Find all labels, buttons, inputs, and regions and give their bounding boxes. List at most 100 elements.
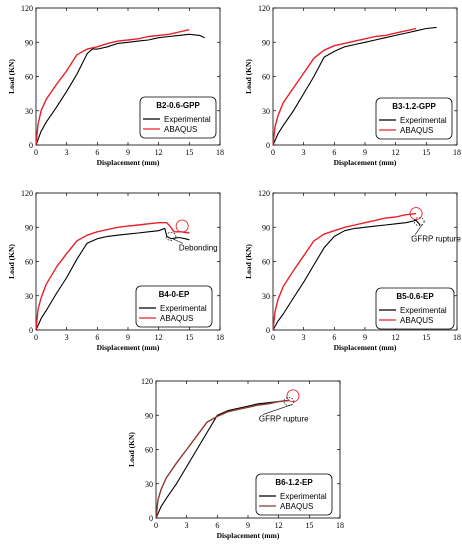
series-line-abaqus (35, 29, 190, 146)
x-tick-label: 6 (332, 148, 336, 157)
x-tick-label: 0 (271, 333, 275, 342)
x-tick-label: 18 (453, 148, 461, 157)
legend-entry: Experimental (400, 116, 447, 125)
x-tick-label: 0 (271, 148, 275, 157)
y-tick-label: 30 (262, 292, 270, 301)
x-tick-label: 9 (126, 333, 130, 342)
annotation-label: Debonding (179, 243, 218, 252)
x-tick-label: 3 (185, 521, 189, 530)
y-tick-label: 90 (145, 411, 153, 420)
x-tick-label: 0 (154, 521, 158, 530)
y-tick-label: 30 (262, 107, 270, 116)
chart-panel-5: 0 3 6 9 12 15 18 0 30 60 90 120 Displacement (mm) Loa… (127, 377, 344, 540)
x-tick-label: 3 (302, 333, 306, 342)
series-line-abaqus (272, 27, 417, 146)
legend-entry: ABAQUS (160, 314, 193, 323)
x-axis-label: Displacement (mm) (97, 158, 160, 167)
series-line-abaqus (155, 399, 289, 519)
y-tick-label: 60 (262, 73, 270, 82)
legend-entry: Experimental (400, 306, 447, 315)
x-tick-label: 18 (453, 333, 461, 342)
failure-zone-marker (413, 217, 425, 226)
chart-panel-2: 0 3 6 9 12 15 18 0 30 60 90 120 Displacement (mm) Loa… (244, 4, 461, 167)
x-axis-label: Displacement (mm) (97, 343, 160, 352)
x-tick-label: 15 (185, 333, 193, 342)
x-tick-label: 9 (246, 521, 250, 530)
x-tick-label: 6 (215, 521, 219, 530)
x-tick-label: 6 (95, 148, 99, 157)
y-tick-label: 60 (25, 258, 33, 267)
legend-entry: Experimental (164, 115, 211, 124)
legend-entry: Experimental (280, 492, 327, 501)
y-tick-label: 90 (262, 223, 270, 232)
y-axis-label: Load (KN) (127, 432, 136, 467)
series-line-experimental (272, 26, 437, 146)
y-tick-label: 120 (258, 4, 270, 13)
y-tick-label: 90 (25, 223, 33, 232)
legend-box (375, 287, 455, 330)
y-tick-label: 0 (266, 141, 270, 150)
series-line-abaqus (272, 212, 417, 331)
x-tick-label: 3 (65, 333, 69, 342)
y-tick-label: 0 (29, 141, 33, 150)
legend-title: B6-1.2-EP (275, 478, 313, 487)
series-line-experimental (35, 33, 205, 146)
failure-circle-marker (286, 389, 300, 403)
y-tick-label: 30 (25, 107, 33, 116)
x-tick-label: 12 (155, 333, 163, 342)
x-tick-label: 12 (392, 333, 400, 342)
x-axis-label: Displacement (mm) (217, 531, 280, 540)
failure-zone-marker (165, 232, 177, 241)
y-tick-label: 60 (25, 73, 33, 82)
legend-box (139, 96, 217, 139)
failure-circle-marker (175, 219, 189, 233)
y-tick-label: 120 (21, 189, 33, 198)
legend-title: B3-1.2-GPP (392, 102, 436, 111)
legend-entry: ABAQUS (400, 126, 433, 135)
legend-entry: ABAQUS (400, 316, 433, 325)
series-line-experimental (35, 227, 190, 331)
y-tick-label: 120 (141, 377, 153, 386)
x-axis-label: Displacement (mm) (334, 343, 397, 352)
y-tick-label: 60 (145, 446, 153, 455)
x-tick-label: 0 (34, 333, 38, 342)
x-tick-label: 15 (305, 521, 313, 530)
y-axis-label: Load (KN) (244, 244, 253, 279)
x-tick-label: 9 (363, 333, 367, 342)
legend-box (255, 473, 333, 516)
x-tick-label: 12 (392, 148, 400, 157)
legend-box (375, 97, 453, 140)
x-axis-label: Displacement (mm) (334, 158, 397, 167)
series-line-abaqus (35, 222, 190, 331)
y-axis-label: Load (KN) (7, 59, 16, 94)
x-tick-label: 9 (126, 148, 130, 157)
x-tick-label: 6 (332, 333, 336, 342)
chart-panel-1: 0 3 6 9 12 15 18 0 30 60 90 120 Displacement (mm) Loa… (7, 4, 224, 167)
y-tick-label: 120 (21, 4, 33, 13)
x-tick-label: 3 (65, 148, 69, 157)
x-tick-label: 0 (34, 148, 38, 157)
x-tick-label: 18 (336, 521, 344, 530)
chart-panel-3: 0 3 6 9 12 15 18 0 30 60 90 120 Displacement (mm) Loa… (7, 189, 224, 352)
x-tick-label: 12 (275, 521, 283, 530)
y-axis-label: Load (KN) (7, 244, 16, 279)
y-tick-label: 0 (266, 326, 270, 335)
legend-entry: Experimental (160, 304, 207, 313)
legend-title: B2-0.6-GPP (156, 101, 200, 110)
legend-title: B4-0-EP (159, 290, 190, 299)
y-tick-label: 30 (145, 480, 153, 489)
series-line-experimental (155, 399, 289, 519)
legend-entry: ABAQUS (164, 125, 197, 134)
y-tick-label: 0 (149, 514, 153, 523)
annotation-label: GFRP rupture (411, 235, 461, 244)
x-tick-label: 9 (363, 148, 367, 157)
failure-circle-marker (409, 207, 423, 221)
y-tick-label: 0 (29, 326, 33, 335)
y-tick-label: 120 (258, 189, 270, 198)
annotation-leader (173, 239, 184, 244)
annotation-leader (414, 224, 423, 235)
x-tick-label: 18 (216, 333, 224, 342)
y-axis-label: Load (KN) (244, 59, 253, 94)
annotation-label: GFRP rupture (259, 415, 309, 424)
